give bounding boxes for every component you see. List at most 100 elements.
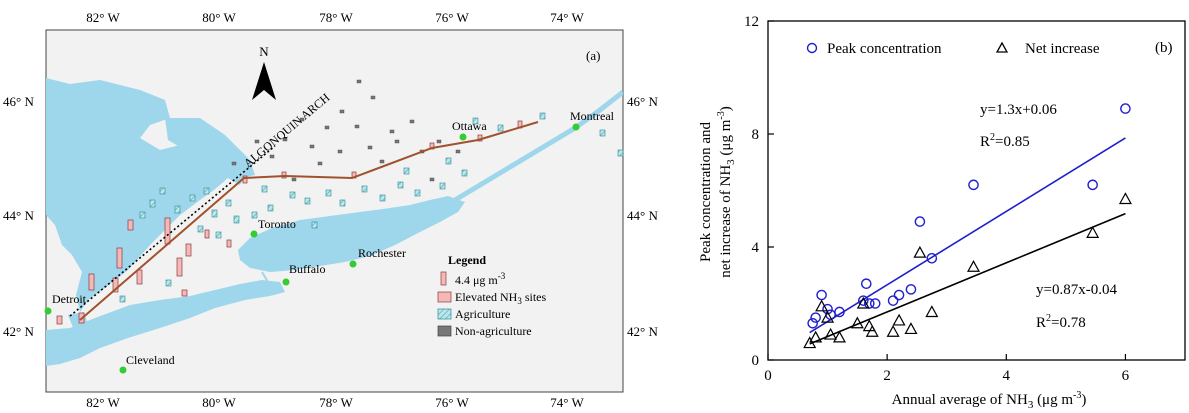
- elevated-bar: [176, 257, 183, 277]
- net-point: [821, 310, 835, 323]
- net-point: [832, 330, 847, 343]
- peak-point: [816, 289, 827, 301]
- elevated-bar: [116, 247, 123, 269]
- agriculture-bar: [361, 185, 368, 193]
- city-label-detroit: Detroit: [52, 292, 87, 306]
- non-agriculture-bar: [354, 124, 360, 129]
- agriculture-bar: [119, 295, 126, 303]
- y-axis-title-line2: net increase of NH3 (μg m-3): [716, 106, 737, 277]
- st-lawrence-river: [453, 90, 623, 203]
- agriculture-bar: [304, 197, 311, 205]
- lake-michigan: [46, 140, 66, 210]
- peak-point: [887, 295, 899, 306]
- legend-triangle-icon: [995, 41, 1009, 53]
- peak-point: [858, 295, 869, 306]
- agriculture-bar: [211, 209, 218, 218]
- agriculture-bar: [599, 129, 606, 137]
- net-point: [856, 296, 870, 309]
- agriculture-bar: [197, 225, 204, 233]
- non-agriculture-bar: [367, 145, 373, 150]
- net-point: [815, 299, 829, 312]
- net-point: [824, 327, 838, 340]
- agriculture-bar: [251, 211, 258, 219]
- lake-ontario: [238, 196, 465, 272]
- agriculture-bar: [414, 189, 421, 197]
- legend-peak-label: Peak concentration: [827, 41, 942, 57]
- peak-point: [1120, 103, 1131, 114]
- agriculture-bar: [539, 112, 546, 120]
- y-tick-label: 12: [744, 14, 759, 30]
- agriculture-bar: [261, 185, 268, 193]
- x-tick-label: 2: [883, 368, 891, 384]
- map-legend: Legend 4.4 μg m-3 Elevated NH3 sites Agr…: [437, 253, 546, 338]
- legend-non-agriculture-text: Non-agriculture: [455, 324, 532, 338]
- net-point: [886, 325, 900, 337]
- non-agriculture-bar: [394, 139, 400, 144]
- net-point: [862, 319, 876, 332]
- non-agriculture-bar: [337, 149, 343, 154]
- net-point: [803, 336, 817, 349]
- agriculture-bar: [289, 191, 296, 199]
- agriculture-bar: [174, 205, 181, 214]
- agriculture-bar: [403, 167, 410, 175]
- legend-elevated-text: Elevated NH3 sites: [455, 290, 546, 306]
- scatter-panel: Peak concentration and net increase of N…: [698, 14, 1186, 411]
- right-latitude-labels: 46° N 44° N 42° N: [627, 94, 658, 339]
- agriculture-bar: [233, 215, 240, 224]
- y-axis-title-line1: Peak concentration and: [698, 122, 714, 262]
- legend-net-label: Net increase: [1025, 41, 1100, 57]
- scatter-panel-label: (b): [1155, 40, 1173, 56]
- net-point: [1086, 226, 1100, 238]
- elevated-bar: [281, 171, 287, 179]
- lon-label-top: 82° W: [86, 10, 120, 25]
- legend-agriculture-swatch: [437, 308, 452, 320]
- net-point: [967, 260, 981, 272]
- peak-point: [822, 303, 833, 315]
- peak-point: [834, 306, 845, 318]
- elevated-bar: [56, 315, 63, 325]
- non-agriculture-bar: [317, 161, 323, 166]
- non-agriculture-bar: [339, 109, 345, 114]
- city-label-buffalo: Buffalo: [289, 262, 325, 276]
- legend-agriculture-text: Agriculture: [455, 307, 510, 321]
- non-agriculture-bar: [231, 161, 237, 166]
- y-tick-label: 8: [752, 127, 760, 143]
- city-label-montreal: Montreal: [570, 109, 615, 123]
- peak-point: [1087, 179, 1098, 191]
- elevated-bar: [185, 243, 192, 257]
- non-agriculture-bar: [299, 117, 305, 122]
- transect-line: [79, 121, 539, 321]
- peak-point: [807, 317, 818, 329]
- non-agriculture-bar: [269, 154, 275, 159]
- lat-label-right: 44° N: [627, 208, 658, 223]
- lat-label-left: 42° N: [3, 324, 34, 339]
- left-latitude-labels: 46° N 44° N 42° N: [3, 94, 34, 339]
- fit-annotations: y=1.3x+0.06 R2=0.85 y=0.87x-0.04 R2=0.78: [980, 102, 1117, 331]
- lat-label-right: 46° N: [627, 94, 658, 109]
- niagara-river: [261, 271, 269, 283]
- lat-label-left: 46° N: [3, 94, 34, 109]
- lake-erie: [46, 280, 285, 366]
- agriculture-bar: [397, 181, 404, 189]
- legend-elevated-swatch: [437, 291, 452, 303]
- x-tick-label: 0: [764, 368, 772, 384]
- fit-line-net: [809, 212, 1126, 345]
- north-arrow: N: [252, 44, 276, 100]
- agriculture-bar: [497, 124, 504, 132]
- map-panel: 82° W 80° W 78° W 76° W 74° W: [3, 10, 658, 410]
- map-panel-label: (a): [586, 48, 600, 63]
- lon-label-top: 74° W: [550, 10, 584, 25]
- y-tick-label: 0: [752, 353, 760, 369]
- lon-label-bottom: 80° W: [202, 395, 236, 410]
- net-point: [1118, 192, 1132, 205]
- agriculture-bar: [379, 194, 386, 202]
- peak-fit-equation: y=1.3x+0.06: [980, 102, 1057, 118]
- net-fit-r2: R2=0.78: [1036, 313, 1086, 331]
- agriculture-bar: [149, 199, 156, 208]
- lon-label-bottom: 82° W: [86, 395, 120, 410]
- lon-label-top: 80° W: [202, 10, 236, 25]
- non-agriculture-bar: [436, 139, 442, 144]
- agriculture-bar: [203, 187, 210, 195]
- net-point: [913, 245, 927, 258]
- city-dot-icon: [459, 133, 467, 141]
